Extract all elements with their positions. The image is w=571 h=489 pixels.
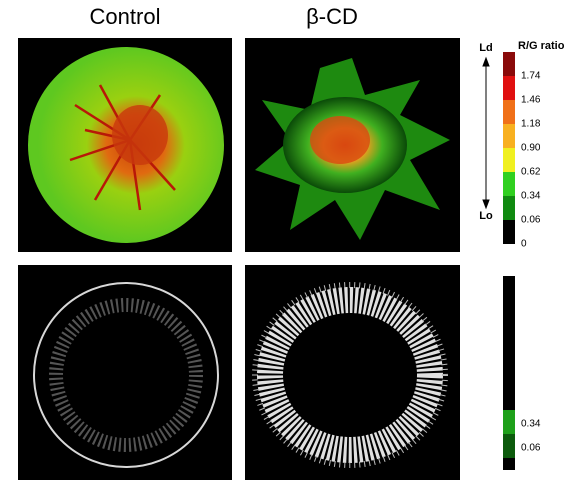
axis-end-label: Ld (479, 42, 492, 54)
tick-label: 0.06 (521, 443, 541, 454)
tick-label: 0.90 (521, 143, 541, 154)
tick-label: 0.06 (521, 215, 541, 226)
micrograph (18, 38, 232, 252)
micrograph (245, 38, 460, 252)
tick-label: 0.34 (521, 419, 541, 430)
tick-label: 0.34 (521, 191, 541, 202)
colorbar-label: R/G ratio (518, 40, 565, 52)
colorbar (503, 52, 515, 244)
tick-label: 0.62 (521, 167, 541, 178)
micrograph (18, 265, 232, 480)
micrograph (245, 265, 460, 480)
tick-label: 1.18 (521, 119, 541, 130)
tick-label: 1.46 (521, 95, 541, 106)
tick-label: 0 (521, 239, 527, 250)
column-title: Control (90, 4, 161, 29)
axis-end-label: Lo (479, 210, 493, 222)
column-title: β-CD (306, 4, 358, 29)
colorbar (503, 276, 515, 470)
arrow (482, 56, 490, 210)
tick-label: 1.74 (521, 71, 541, 82)
